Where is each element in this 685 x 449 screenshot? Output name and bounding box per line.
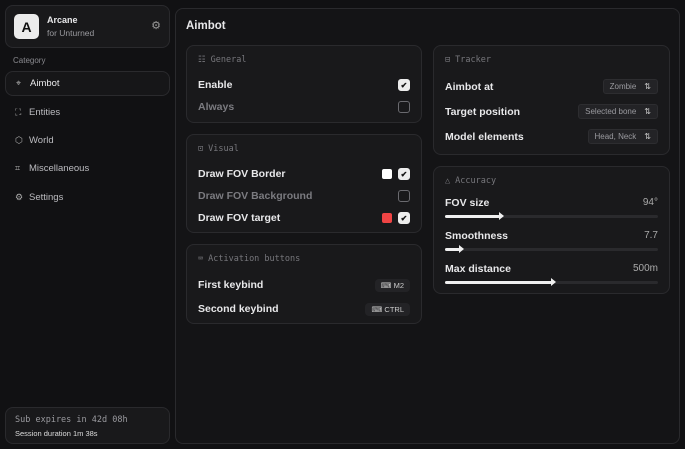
select-value: Zombie	[609, 82, 637, 91]
aimbot-at-select[interactable]: Zombie ⇅	[602, 79, 658, 94]
row-label: Draw FOV Border	[198, 168, 286, 180]
fov-border-row[interactable]: Draw FOV Border ✔	[198, 163, 410, 185]
target-position-select[interactable]: Selected bone ⇅	[578, 104, 658, 119]
model-elements-select[interactable]: Head, Neck ⇅	[587, 129, 658, 144]
visual-section: ⊡ Visual Draw FOV Border ✔ Draw FOV Backgr…	[186, 134, 422, 233]
slider-fill[interactable]	[445, 278, 555, 286]
category-label: Category	[13, 56, 46, 65]
misc-icon: ⌗	[15, 163, 21, 173]
fov-target-checkbox[interactable]: ✔	[398, 212, 410, 224]
app-logo: A	[14, 14, 39, 39]
sidebar-item-label: Aimbot	[30, 78, 60, 89]
slider-fill[interactable]	[445, 245, 464, 253]
accuracy-section: △ Accuracy FOV size 94° Smoothness 7.7 Max …	[433, 166, 670, 294]
gear-icon[interactable]: ⚙	[151, 20, 161, 32]
sidebar-item-settings[interactable]: ⚙ Settings	[5, 185, 170, 210]
row-label: First keybind	[198, 279, 264, 291]
key-label: M2	[393, 280, 404, 290]
tracker-section: ⊟ Tracker Aimbot at Zombie ⇅ Target positio…	[433, 45, 670, 155]
color-swatch[interactable]	[382, 169, 392, 179]
sidebar-item-label: Miscellaneous	[29, 163, 90, 174]
world-icon: ⬡	[15, 135, 23, 145]
sidebar-item-aimbot[interactable]: ⌖ Aimbot	[5, 71, 170, 96]
sidebar-item-label: Entities	[29, 107, 61, 118]
second-keybind-row: Second keybind ⌨ CTRL	[198, 297, 410, 321]
model-elements-row: Model elements Head, Neck ⇅	[445, 124, 658, 149]
section-title: General	[210, 55, 247, 65]
max-distance-slider-group: Max distance 500m	[445, 263, 658, 286]
triangle-icon: △	[445, 176, 451, 186]
row-label: Enable	[198, 79, 233, 91]
fov-background-checkbox[interactable]	[398, 190, 410, 202]
settings-icon: ⚙	[15, 192, 24, 202]
row-label: Target position	[445, 105, 521, 118]
chevron-updown-icon: ⇅	[644, 107, 651, 116]
fov-target-row[interactable]: Draw FOV target ✔	[198, 207, 410, 229]
color-swatch[interactable]	[382, 213, 392, 223]
sidebar-item-miscellaneous[interactable]: ⌗ Miscellaneous	[5, 156, 170, 181]
max-distance-slider[interactable]	[445, 278, 658, 286]
first-keybind-button[interactable]: ⌨ M2	[374, 278, 410, 292]
slider-value: 94°	[642, 197, 658, 208]
slider-label: FOV size	[445, 197, 490, 209]
session-duration: Session duration 1m 38s	[15, 429, 98, 438]
always-checkbox[interactable]	[398, 101, 410, 113]
general-section: ☷ General Enable ✔ Always	[186, 45, 422, 123]
row-label: Always	[198, 101, 235, 113]
sidebar-item-label: Settings	[29, 192, 64, 203]
sub-expiry: Sub expires in 42d 08h	[15, 415, 128, 425]
second-keybind-button[interactable]: ⌨ CTRL	[365, 302, 410, 316]
keyboard-icon: ⌨	[198, 254, 204, 264]
slider-label: Max distance	[445, 263, 511, 275]
section-title: Accuracy	[455, 176, 497, 186]
row-label: Aimbot at	[445, 80, 494, 93]
entities-icon: ⛶	[15, 107, 22, 117]
target-position-row: Target position Selected bone ⇅	[445, 99, 658, 124]
row-label: Draw FOV target	[198, 212, 281, 224]
slider-label: Smoothness	[445, 230, 509, 242]
first-keybind-row: First keybind ⌨ M2	[198, 273, 410, 297]
smoothness-slider-group: Smoothness 7.7	[445, 230, 658, 253]
select-value: Selected bone	[585, 107, 637, 116]
app-name: Arcane	[47, 14, 78, 25]
section-title: Tracker	[455, 55, 491, 65]
smoothness-slider[interactable]	[445, 245, 658, 253]
page-title: Aimbot	[186, 20, 226, 32]
app-subtitle: for Unturned	[47, 27, 95, 38]
slider-value: 7.7	[644, 230, 658, 241]
key-label: CTRL	[384, 304, 404, 314]
activation-section: ⌨ Activation buttons First keybind ⌨ M2 Se…	[186, 244, 422, 324]
aimbot-at-row: Aimbot at Zombie ⇅	[445, 74, 658, 99]
general-icon: ☷	[198, 55, 206, 65]
fov-border-checkbox[interactable]: ✔	[398, 168, 410, 180]
sidebar-item-entities[interactable]: ⛶ Entities	[5, 100, 170, 125]
sidebar-item-label: World	[29, 135, 54, 146]
sidebar-item-world[interactable]: ⬡ World	[5, 128, 170, 153]
row-label: Second keybind	[198, 303, 279, 315]
crosshair-icon: ⌖	[16, 78, 22, 88]
visual-icon: ⊡	[198, 144, 204, 154]
enable-row[interactable]: Enable ✔	[198, 74, 410, 96]
always-row[interactable]: Always	[198, 96, 410, 118]
fov-background-row[interactable]: Draw FOV Background	[198, 185, 410, 207]
chevron-updown-icon: ⇅	[644, 82, 651, 91]
row-label: Model elements	[445, 130, 524, 143]
section-title: Visual	[208, 144, 239, 154]
chevron-updown-icon: ⇅	[644, 132, 651, 141]
subscription-card: Sub expires in 42d 08h Session duration …	[5, 407, 170, 444]
select-value: Head, Neck	[594, 132, 637, 141]
fov-size-slider-group: FOV size 94°	[445, 197, 658, 220]
tracker-icon: ⊟	[445, 55, 451, 65]
slider-fill[interactable]	[445, 212, 505, 220]
section-title: Activation buttons	[208, 254, 301, 264]
row-label: Draw FOV Background	[198, 190, 313, 202]
slider-value: 500m	[632, 263, 658, 274]
enable-checkbox[interactable]: ✔	[398, 79, 410, 91]
brand-card: A Arcane for Unturned ⚙	[5, 5, 170, 48]
fov-size-slider[interactable]	[445, 212, 658, 220]
